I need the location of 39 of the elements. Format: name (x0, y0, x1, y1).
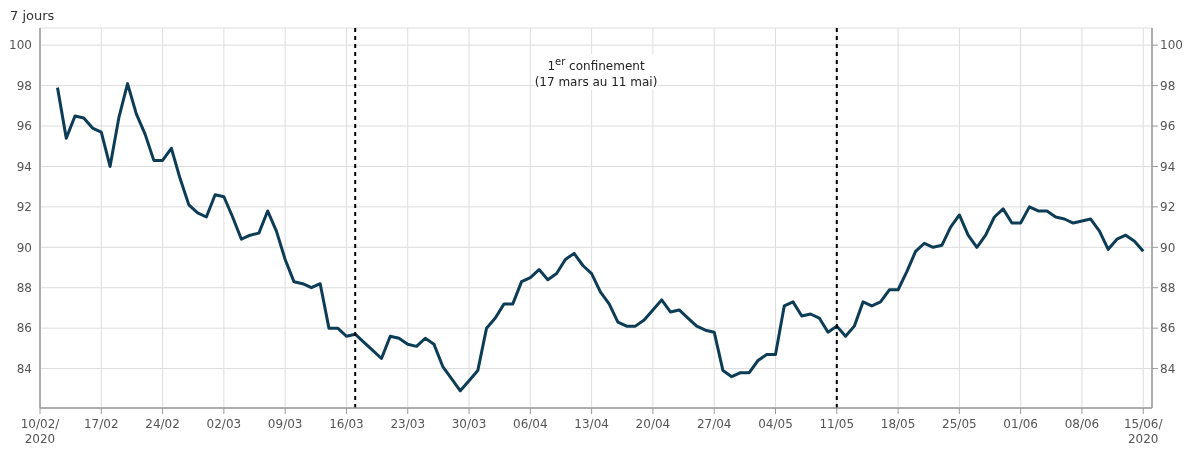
x-tick-label: 20/04 (635, 417, 671, 431)
x-tick-label: 10/02/ 2020 (20, 417, 61, 446)
y-tick-label: 84 (16, 361, 32, 376)
x-tick-label: 01/06 (1003, 417, 1038, 431)
x-tick-label: 11/05 (819, 417, 855, 431)
y2-tick-label: 92 (1160, 200, 1176, 215)
y2-tick-label: 100 (1160, 38, 1183, 53)
x-tick-label: 16/03 (329, 417, 364, 431)
x-tick-label: 09/03 (267, 417, 303, 431)
x-tick-label: 08/06 (1064, 417, 1100, 431)
x-tick-label: 18/05 (880, 417, 916, 431)
y-tick-label: 94 (16, 159, 32, 174)
y2-tick-label: 84 (1160, 361, 1176, 376)
x-tick-label: 24/02 (145, 417, 180, 431)
y-tick-label: 96 (16, 119, 32, 134)
y-tick-label: 98 (16, 78, 32, 93)
y2-tick-label: 88 (1160, 280, 1176, 295)
x-tick-label: 30/03 (451, 417, 487, 431)
y-tick-label: 92 (16, 200, 32, 215)
x-tick-label: 13/04 (574, 417, 609, 431)
y2-tick-label: 96 (1160, 119, 1176, 134)
annotation: 1$^{er}$ confinement (17 mars au 11 mai) (534, 54, 658, 90)
chart-title: 7 jours (9, 8, 56, 24)
x-tick-label: 27/04 (696, 417, 732, 431)
y-tick-label: 100 (9, 38, 32, 53)
x-tick-label: 04/05 (758, 417, 793, 431)
y-tick-label: 90 (16, 240, 32, 255)
y2-tick-label: 94 (1160, 159, 1176, 174)
x-tick-label: 02/03 (206, 417, 242, 431)
x-tick-label: 17/02 (83, 417, 119, 431)
y2-tick-label: 98 (1160, 78, 1176, 93)
y-tick-label: 86 (16, 321, 32, 336)
x-tick-label: 06/04 (513, 417, 548, 431)
x-tick-label: 15/06/ 2020 (1123, 417, 1164, 446)
x-tick-label: 25/05 (942, 417, 977, 431)
y2-tick-label: 86 (1160, 321, 1176, 336)
y-tick-label: 88 (16, 280, 32, 295)
x-tick-label: 23/03 (390, 417, 426, 431)
y2-tick-label: 90 (1160, 240, 1176, 255)
